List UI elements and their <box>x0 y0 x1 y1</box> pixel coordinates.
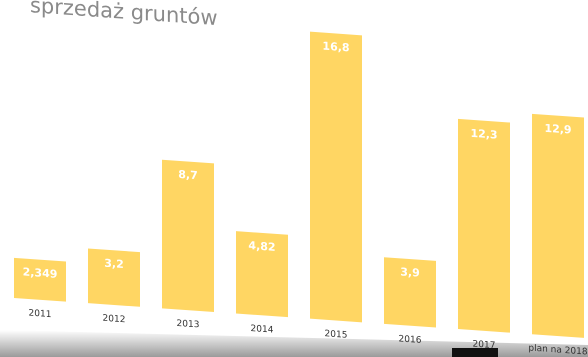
x-tick-label: 2011 <box>29 309 52 321</box>
x-tick-label: 2013 <box>177 319 200 331</box>
x-tick-label: 2016 <box>399 334 422 346</box>
value-label: 2,349 <box>23 265 58 280</box>
dark-patch <box>452 348 498 357</box>
bar <box>14 257 66 302</box>
x-tick-label: 2015 <box>325 329 348 341</box>
bar <box>458 118 510 333</box>
shadow <box>0 330 588 357</box>
bar <box>88 248 140 307</box>
value-label: 4,82 <box>248 239 275 254</box>
bar <box>310 31 362 323</box>
value-label: 8,7 <box>178 168 197 182</box>
x-tick-label: 2017 <box>473 340 496 352</box>
value-label: 3,9 <box>400 265 419 279</box>
value-label: 12,3 <box>470 127 497 142</box>
x-tick-label: plan na 2018 <box>528 343 587 357</box>
bar <box>532 113 584 338</box>
chart-title: sprzedaż gruntów <box>30 0 218 30</box>
x-tick-label: 2014 <box>251 324 274 336</box>
bar <box>236 231 288 318</box>
x-tick-label: 2012 <box>103 314 126 326</box>
plot: sprzedaż gruntów 2,349 2011 3,2 2012 8,7 2013… <box>14 0 588 357</box>
bar <box>162 159 214 312</box>
value-label: 12,9 <box>544 122 571 137</box>
value-label: 16,8 <box>322 40 349 55</box>
value-label: 3,2 <box>104 257 123 271</box>
bar <box>384 257 436 328</box>
